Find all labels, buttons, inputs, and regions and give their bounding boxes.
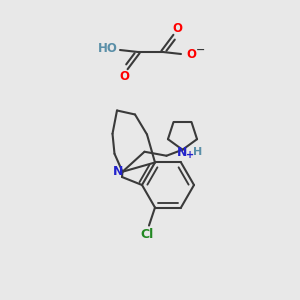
Text: O: O [172, 22, 182, 34]
Text: N: N [177, 146, 188, 159]
Text: +: + [186, 150, 195, 160]
Text: H: H [193, 147, 202, 157]
Text: Cl: Cl [140, 228, 154, 241]
Text: O: O [119, 70, 129, 83]
Text: −: − [196, 45, 206, 55]
Text: O: O [186, 49, 196, 62]
Text: HO: HO [98, 41, 118, 55]
Text: N: N [113, 165, 124, 178]
